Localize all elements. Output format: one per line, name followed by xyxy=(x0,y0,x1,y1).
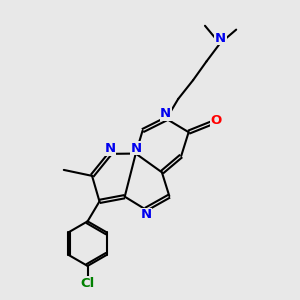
Text: N: N xyxy=(141,208,152,221)
Text: Cl: Cl xyxy=(80,277,95,290)
Text: N: N xyxy=(215,32,226,45)
Text: N: N xyxy=(131,142,142,155)
Text: N: N xyxy=(160,107,171,120)
Text: N: N xyxy=(104,142,116,155)
Text: O: O xyxy=(211,114,222,128)
